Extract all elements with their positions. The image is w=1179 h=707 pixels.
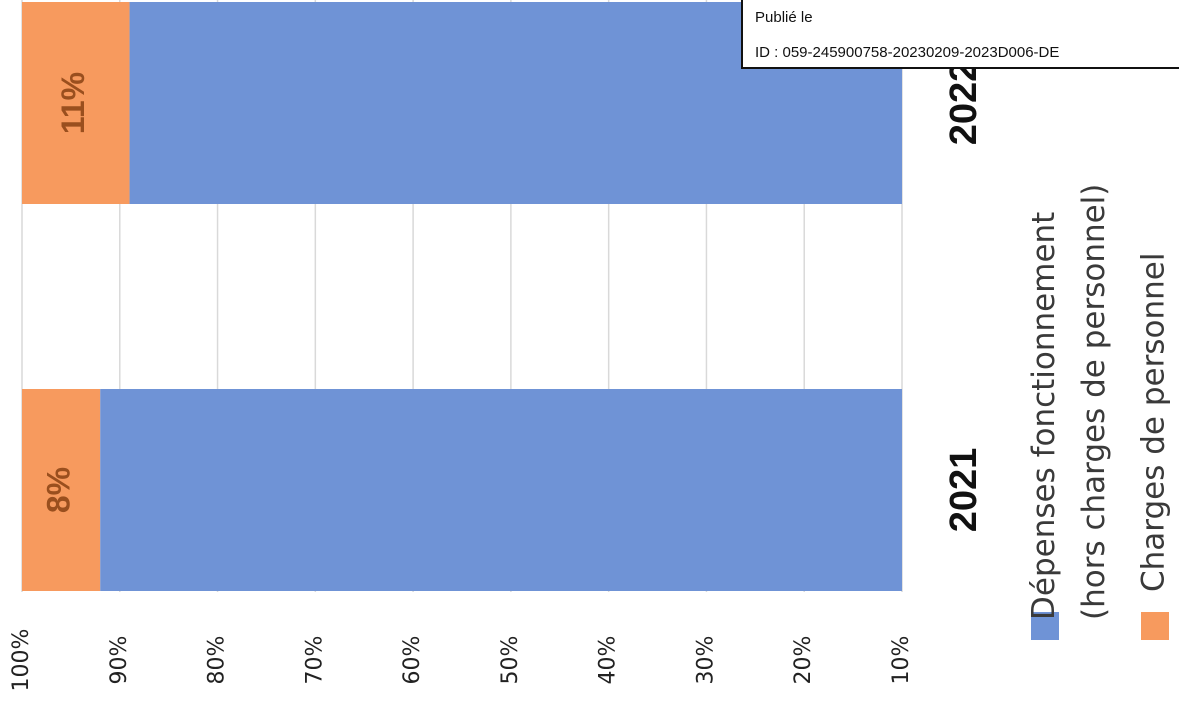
x-tick-label: 40% [596, 636, 621, 685]
legend-label: Charges de personnel [1136, 253, 1172, 592]
x-tick-label: 30% [693, 636, 718, 685]
x-tick-label: 100% [9, 629, 34, 692]
x-tick-label: 10% [889, 636, 914, 685]
value-label: 11% [55, 72, 91, 134]
legend-label: Dépenses fonctionnement (hors charges de… [1026, 184, 1112, 620]
legend-swatch [1031, 612, 1059, 640]
category-label: 2022 [943, 61, 985, 146]
bar-segment [22, 2, 130, 204]
bar-segment [100, 389, 902, 591]
published: Publié le [755, 9, 813, 26]
bar-segment [22, 389, 101, 591]
category-label: 2021 [943, 448, 985, 533]
x-tick-label: 20% [791, 636, 816, 685]
legend-swatch [1141, 612, 1169, 640]
x-tick-label: 80% [205, 636, 230, 685]
x-tick-label: 70% [302, 636, 327, 685]
x-tick-label: 50% [498, 636, 523, 685]
x-tick-label: 60% [400, 636, 425, 685]
x-tick-label: 90% [107, 636, 132, 685]
header-box [741, 0, 1179, 69]
document-id: ID : 059-245900758-20230209-2023D006-DE [755, 44, 1059, 61]
labels: 100% 90% 80% 70% 60% 50% 40% 30% 20% 10% 8% 2021 11%… [9, 61, 1172, 692]
bars [22, 2, 902, 591]
value-label: 8% [41, 467, 77, 513]
